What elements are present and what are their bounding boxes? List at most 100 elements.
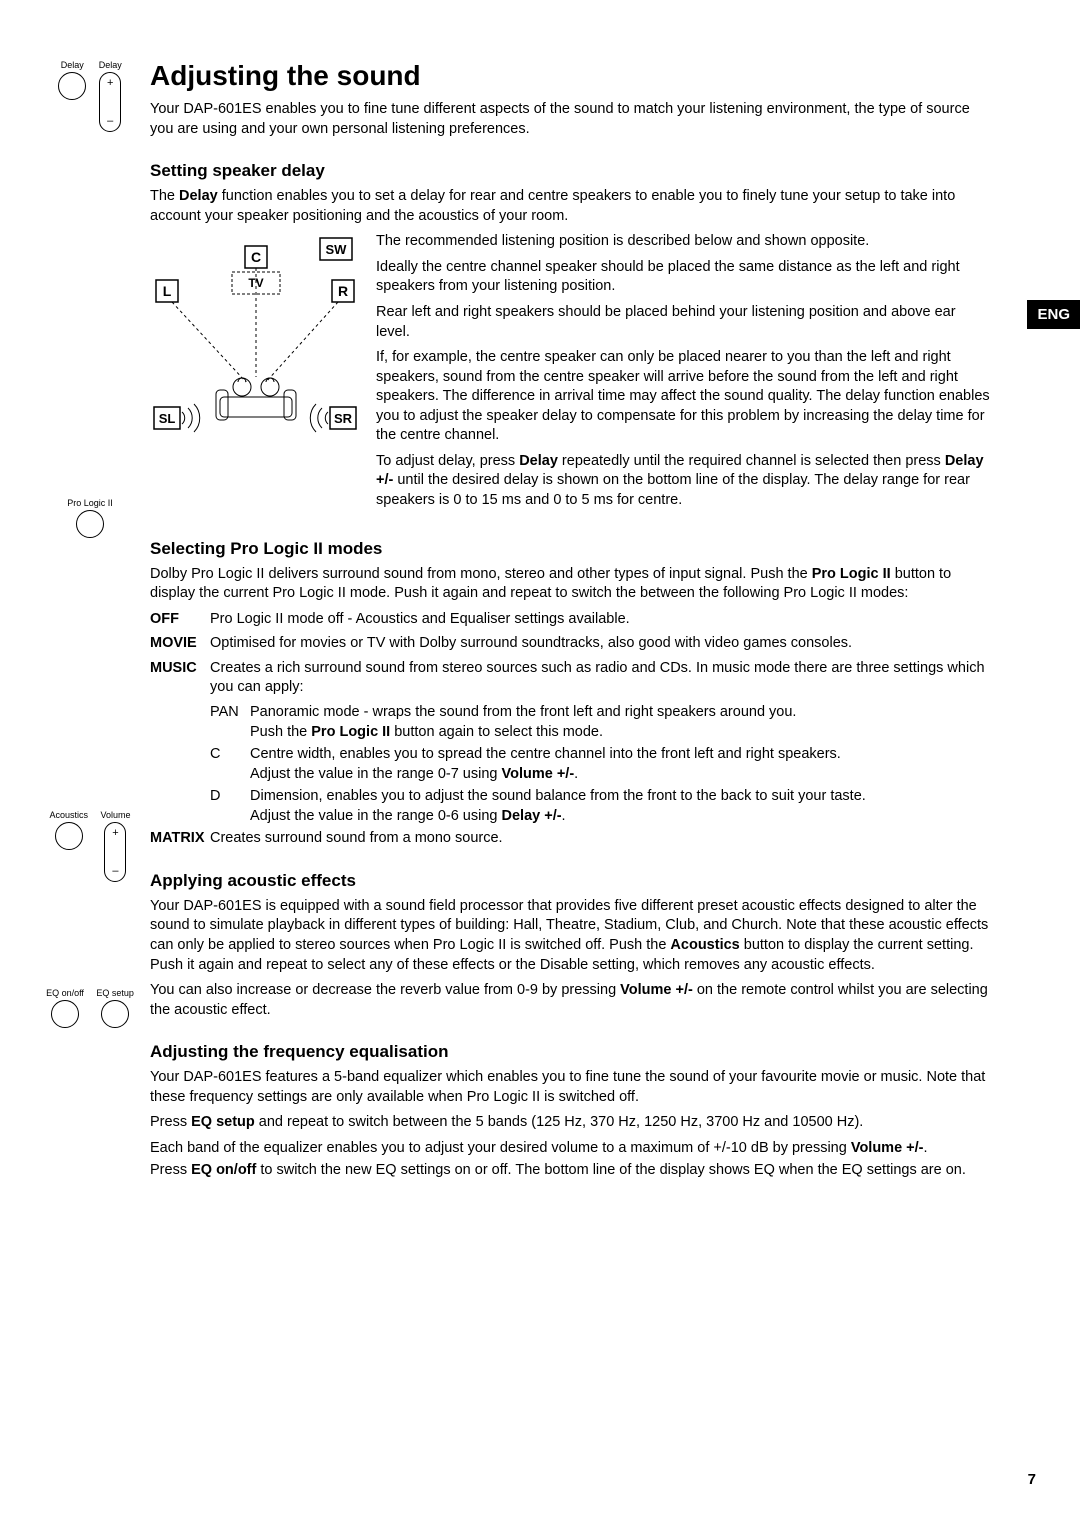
acoustic-para2: You can also increase or decrease the re…	[150, 981, 990, 1020]
text: Dimension, enables you to adjust the sou…	[250, 788, 866, 804]
submode-pan: PAN Panoramic mode - wraps the sound fro…	[150, 703, 990, 742]
speaker-sw: SW	[326, 242, 348, 257]
text: Centre width, enables you to spread the …	[250, 746, 841, 762]
sub-label: C	[210, 745, 250, 765]
eq-heading: Adjusting the frequency equalisation	[150, 1042, 990, 1062]
mode-text: Optimised for movies or TV with Dolby su…	[210, 634, 990, 654]
speaker-r: R	[338, 283, 348, 299]
page-number: 7	[1028, 1471, 1036, 1488]
prologic-button-icon	[76, 510, 104, 538]
prologic-heading: Selecting Pro Logic II modes	[150, 539, 990, 559]
eq-para4: Press EQ on/off to switch the new EQ set…	[150, 1161, 990, 1181]
mode-label: MATRIX	[150, 829, 210, 849]
prologic-para1: Dolby Pro Logic II delivers surround sou…	[150, 565, 990, 604]
text-bold: Delay +/-	[502, 808, 562, 824]
text: function enables you to set a delay for …	[150, 188, 955, 224]
delay-para1: The Delay function enables you to set a …	[150, 187, 990, 226]
text: Push the	[250, 724, 311, 740]
delay-plusminus-icon	[99, 72, 121, 132]
text-bold: Delay	[519, 453, 558, 469]
text-bold: Pro Logic II	[311, 724, 390, 740]
delay-button-icon	[58, 72, 86, 100]
text: .	[574, 766, 578, 782]
submode-d: D Dimension, enables you to adjust the s…	[150, 787, 990, 826]
page-title: Adjusting the sound	[150, 60, 990, 92]
delay-heading: Setting speaker delay	[150, 161, 990, 181]
text-bold: Volume +/-	[851, 1140, 924, 1156]
text-bold: Delay	[179, 188, 218, 204]
delay-button-label: Delay	[58, 60, 86, 70]
mode-label: MOVIE	[150, 634, 210, 654]
acoustics-button-icon	[55, 822, 83, 850]
mode-label: MUSIC	[150, 659, 210, 679]
delay-para6: To adjust delay, press Delay repeatedly …	[376, 452, 990, 511]
submode-c: C Centre width, enables you to spread th…	[150, 745, 990, 784]
text: repeatedly until the required channel is…	[558, 453, 945, 469]
text: and repeat to switch between the 5 bands…	[255, 1114, 864, 1130]
mode-text: Pro Logic II mode off - Acoustics and Eq…	[210, 610, 990, 630]
text: Press	[150, 1114, 191, 1130]
margin-buttons-prologic: Pro Logic II	[40, 498, 140, 543]
mode-music: MUSIC Creates a rich surround sound from…	[150, 659, 990, 698]
acoustics-button-label: Acoustics	[50, 810, 89, 820]
speaker-sr: SR	[334, 411, 353, 426]
eq-setup-icon	[101, 1000, 129, 1028]
text: Each band of the equalizer enables you t…	[150, 1140, 851, 1156]
mode-text: Creates a rich surround sound from stere…	[210, 659, 990, 698]
eq-onoff-label: EQ on/off	[46, 988, 84, 998]
text: To adjust delay, press	[376, 453, 519, 469]
text-bold: Pro Logic II	[812, 566, 891, 582]
text: .	[562, 808, 566, 824]
volume-plusminus-icon	[104, 822, 126, 882]
text-bold: EQ on/off	[191, 1162, 256, 1178]
mode-matrix: MATRIX Creates surround sound from a mon…	[150, 829, 990, 849]
delay-plusminus-label: Delay	[99, 60, 122, 70]
text: Dolby Pro Logic II delivers surround sou…	[150, 566, 812, 582]
acoustic-heading: Applying acoustic effects	[150, 871, 990, 891]
speaker-c: C	[251, 249, 261, 265]
sub-text: Panoramic mode - wraps the sound from th…	[250, 703, 990, 742]
text-bold: Acoustics	[670, 937, 739, 953]
mode-off: OFF Pro Logic II mode off - Acoustics an…	[150, 610, 990, 630]
text: Adjust the value in the range 0-7 using	[250, 766, 502, 782]
text-bold: EQ setup	[191, 1114, 255, 1130]
text: until the desired delay is shown on the …	[376, 472, 970, 508]
eq-setup-label: EQ setup	[96, 988, 134, 998]
delay-para2: The recommended listening position is de…	[376, 232, 990, 252]
text-bold: Volume +/-	[502, 766, 575, 782]
sub-text: Dimension, enables you to adjust the sou…	[250, 787, 990, 826]
margin-buttons-eq: EQ on/off EQ setup	[40, 988, 140, 1033]
text: Panoramic mode - wraps the sound from th…	[250, 704, 796, 720]
speaker-sl: SL	[159, 411, 176, 426]
text: to switch the new EQ settings on or off.…	[256, 1162, 966, 1178]
prologic-button-label: Pro Logic II	[67, 498, 113, 508]
intro-paragraph: Your DAP-601ES enables you to fine tune …	[150, 100, 990, 139]
text: .	[924, 1140, 928, 1156]
eq-para1: Your DAP-601ES features a 5-band equaliz…	[150, 1068, 990, 1107]
volume-button-label: Volume	[100, 810, 130, 820]
text: You can also increase or decrease the re…	[150, 982, 620, 998]
eq-onoff-icon	[51, 1000, 79, 1028]
eq-para2: Press EQ setup and repeat to switch betw…	[150, 1113, 990, 1133]
eq-para3: Each band of the equalizer enables you t…	[150, 1139, 990, 1159]
delay-para3: Ideally the centre channel speaker shoul…	[376, 258, 990, 297]
delay-para4: Rear left and right speakers should be p…	[376, 303, 990, 342]
margin-buttons-delay: Delay Delay	[40, 60, 140, 137]
speaker-layout-diagram: C SW TV L R	[150, 232, 360, 457]
language-tab: ENG	[1027, 300, 1080, 329]
mode-text: Creates surround sound from a mono sourc…	[210, 829, 990, 849]
text: button again to select this mode.	[390, 724, 603, 740]
delay-para5: If, for example, the centre speaker can …	[376, 348, 990, 446]
margin-buttons-acoustics: Acoustics Volume	[40, 810, 140, 887]
sub-label: PAN	[210, 703, 250, 723]
sub-label: D	[210, 787, 250, 807]
speaker-l: L	[163, 283, 172, 299]
mode-label: OFF	[150, 610, 210, 630]
text: The	[150, 188, 179, 204]
text-bold: Volume +/-	[620, 982, 693, 998]
text: Press	[150, 1162, 191, 1178]
mode-movie: MOVIE Optimised for movies or TV with Do…	[150, 634, 990, 654]
sub-text: Centre width, enables you to spread the …	[250, 745, 990, 784]
acoustic-para1: Your DAP-601ES is equipped with a sound …	[150, 897, 990, 975]
text: Adjust the value in the range 0-6 using	[250, 808, 502, 824]
